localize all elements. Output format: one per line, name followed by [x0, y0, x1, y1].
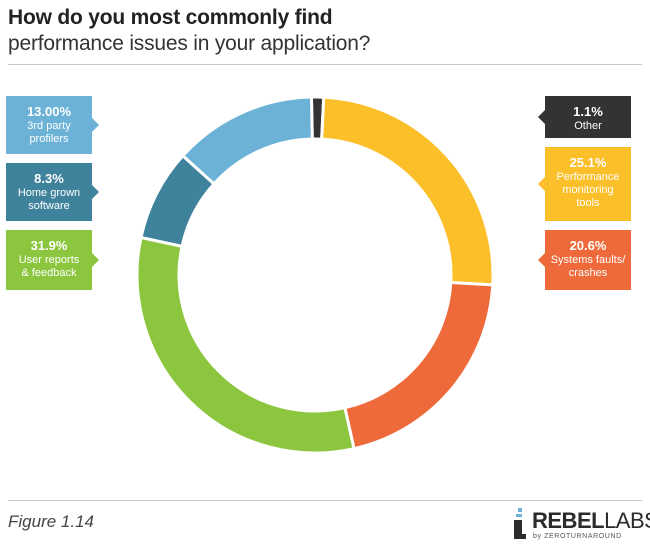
chart-subtitle: performance issues in your application? — [8, 32, 371, 55]
legend-value: 1.1% — [573, 104, 603, 119]
logo-wordmark: REBELLABS — [532, 508, 650, 533]
donut-slice-systems-faults-crashes — [343, 280, 495, 451]
legend-value: 8.3% — [34, 171, 64, 186]
top-divider — [8, 64, 642, 65]
legend-card-performance-monitoring-tools: 25.1% Performance monitoring tools — [538, 147, 631, 221]
legend-label: Systems faults/ crashes — [550, 254, 626, 279]
legend-card-user-reports: 31.9% User reports & feedback — [6, 230, 99, 290]
legend-value: 31.9% — [30, 238, 68, 253]
rebellabs-logo-icon — [514, 508, 526, 539]
legend-label: User reports & feedback — [18, 254, 80, 279]
legend-label: Other — [574, 120, 602, 132]
donut-slice-user-reports-feedback — [135, 235, 356, 455]
legend-value: 20.6% — [569, 238, 607, 253]
donut-slice-3rd-party-profilers — [180, 95, 314, 187]
rebellabs-logo: REBELLABS by ZEROTURNAROUND — [512, 506, 650, 544]
figure-label: Figure 1.14 — [8, 512, 94, 531]
legend-card-home-grown-software: 8.3% Home grown software — [6, 163, 99, 221]
legend-card-systems-faults-crashes: 20.6% Systems faults/ crashes — [538, 230, 631, 290]
legend-value: 25.1% — [569, 155, 607, 170]
legend-card-3rd-party-profilers: 13.00% 3rd party profilers — [6, 96, 99, 154]
bottom-divider — [8, 500, 642, 501]
logo-tagline: by ZEROTURNAROUND — [533, 533, 622, 540]
legend-label: Performance monitoring tools — [556, 171, 620, 209]
donut-chart — [135, 95, 495, 455]
legend-card-other: 1.1% Other — [538, 96, 631, 138]
donut-slice-performance-monitoring-tools — [320, 95, 495, 287]
legend-label: Home grown software — [17, 187, 81, 212]
legend-label: 3rd party profilers — [27, 120, 71, 145]
chart-title: How do you most commonly find — [8, 6, 333, 29]
legend-value: 13.00% — [26, 104, 72, 119]
